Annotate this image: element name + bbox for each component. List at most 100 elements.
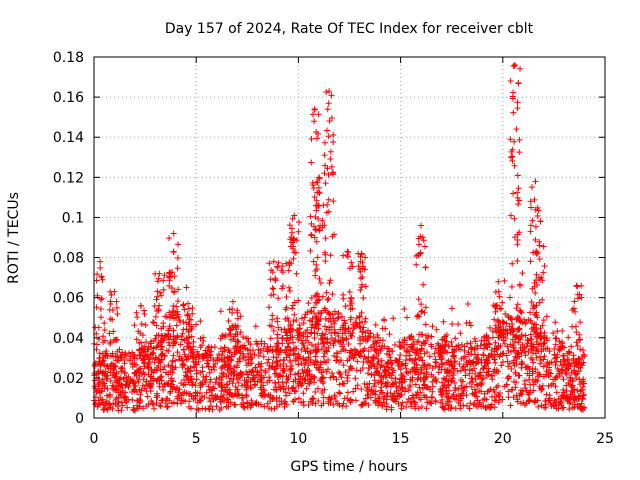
data-point: [142, 348, 149, 355]
data-point: [416, 331, 423, 338]
data-point: [544, 335, 551, 342]
data-point: [492, 308, 499, 315]
data-point: [309, 400, 316, 407]
data-point: [208, 344, 215, 351]
data-point: [170, 249, 177, 256]
data-point: [264, 400, 271, 407]
data-point: [469, 359, 476, 366]
data-point: [329, 233, 336, 240]
data-point: [451, 354, 458, 361]
data-point: [186, 327, 193, 334]
data-point: [241, 404, 248, 411]
data-point: [289, 385, 296, 392]
data-point: [287, 347, 294, 354]
data-point: [495, 278, 502, 285]
data-point: [561, 392, 568, 399]
data-point: [97, 258, 104, 265]
data-point: [377, 377, 384, 384]
data-point: [165, 362, 172, 369]
data-point: [534, 369, 541, 376]
data-point: [513, 126, 520, 133]
data-point: [272, 275, 279, 282]
data-point: [401, 305, 408, 312]
data-point: [459, 378, 466, 385]
data-point: [460, 387, 467, 394]
data-point: [501, 277, 508, 284]
data-point: [130, 407, 137, 414]
data-point: [403, 404, 410, 411]
data-point: [233, 348, 240, 355]
data-point: [318, 346, 325, 353]
data-point: [481, 390, 488, 397]
data-point: [100, 339, 107, 346]
data-point: [230, 370, 237, 377]
data-point: [96, 401, 103, 408]
data-point: [368, 344, 375, 351]
data-point: [313, 364, 320, 371]
data-point: [298, 346, 305, 353]
data-point: [154, 278, 161, 285]
data-point: [305, 339, 312, 346]
data-point: [185, 345, 192, 352]
data-point: [461, 347, 468, 354]
data-point: [362, 254, 369, 261]
data-point: [295, 228, 302, 235]
data-point: [545, 373, 552, 380]
data-point: [358, 281, 365, 288]
data-point: [543, 313, 550, 320]
data-point: [491, 404, 498, 411]
data-point: [311, 329, 318, 336]
data-point: [169, 312, 176, 319]
data-point: [153, 332, 160, 339]
data-point: [134, 397, 141, 404]
data-point: [374, 367, 381, 374]
data-point: [181, 306, 188, 313]
data-point: [159, 397, 166, 404]
data-point: [547, 399, 554, 406]
data-point: [404, 341, 411, 348]
data-point: [422, 321, 429, 328]
data-point: [158, 325, 165, 332]
data-point: [307, 330, 314, 337]
data-point: [180, 302, 187, 309]
data-point: [323, 289, 330, 296]
data-point: [126, 356, 133, 363]
data-point: [169, 358, 176, 365]
data-point: [284, 315, 291, 322]
x-tick-label: 5: [192, 431, 201, 447]
data-point: [364, 387, 371, 394]
data-point: [155, 306, 162, 313]
data-point: [322, 162, 329, 169]
data-point: [481, 342, 488, 349]
data-point: [335, 369, 342, 376]
data-point: [334, 400, 341, 407]
data-point: [190, 358, 197, 365]
data-point: [217, 335, 224, 342]
data-point: [293, 237, 300, 244]
data-point: [464, 402, 471, 409]
data-point: [167, 383, 174, 390]
data-point: [276, 395, 283, 402]
data-point: [443, 394, 450, 401]
data-point: [483, 404, 490, 411]
data-point: [249, 347, 256, 354]
data-point: [578, 294, 585, 301]
data-point: [515, 372, 522, 379]
data-point: [104, 385, 111, 392]
data-point: [509, 336, 516, 343]
data-point: [184, 339, 191, 346]
data-point: [345, 249, 352, 256]
data-point: [568, 360, 575, 367]
data-point: [559, 393, 566, 400]
data-point: [426, 353, 433, 360]
data-point: [166, 309, 173, 316]
data-point: [433, 359, 440, 366]
data-point: [403, 348, 410, 355]
data-point: [562, 367, 569, 374]
data-point: [197, 318, 204, 325]
data-point: [448, 305, 455, 312]
data-point: [553, 354, 560, 361]
data-point: [196, 397, 203, 404]
data-point: [180, 301, 187, 308]
data-point: [560, 389, 567, 396]
